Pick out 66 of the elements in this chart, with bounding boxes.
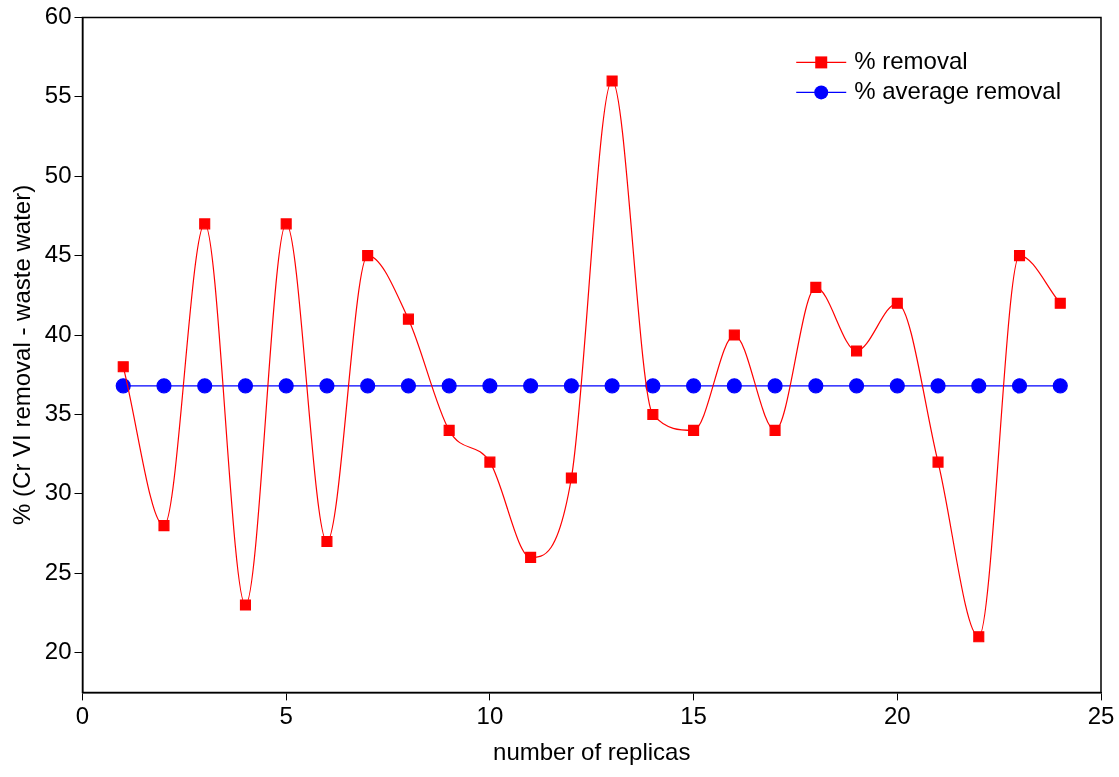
point: [930, 378, 946, 394]
y-tick-label: 60: [44, 2, 72, 30]
x-tick-label: 10: [476, 702, 504, 730]
y-tick-label: 35: [44, 399, 72, 427]
y-tick-label: 25: [44, 557, 72, 585]
x-tick-label: 20: [883, 702, 911, 730]
point: [686, 378, 702, 394]
point: [932, 456, 944, 468]
point: [810, 281, 822, 293]
point: [973, 631, 985, 643]
point: [645, 378, 661, 394]
point: [606, 75, 618, 87]
point: [523, 378, 539, 394]
y-tick-label: 40: [44, 319, 72, 347]
point: [563, 378, 579, 394]
point: [278, 378, 294, 394]
x-tick-label: 0: [75, 702, 90, 730]
point: [197, 378, 213, 394]
y-tick-label: 45: [44, 240, 72, 268]
point: [362, 250, 374, 262]
point: [117, 361, 129, 373]
point: [482, 378, 498, 394]
point: [1011, 378, 1028, 394]
point: [1052, 378, 1068, 394]
point: [402, 313, 414, 325]
legend-label: % average removal: [854, 77, 1061, 105]
point: [484, 456, 496, 468]
point: [443, 424, 455, 436]
point: [321, 535, 333, 548]
point: [525, 551, 537, 563]
point: [889, 378, 905, 394]
point: [280, 218, 292, 230]
point: [851, 345, 863, 357]
y-tick-label: 50: [44, 160, 72, 188]
point: [1013, 250, 1026, 262]
point: [728, 329, 740, 341]
point: [441, 378, 457, 394]
point: [647, 408, 659, 421]
point: [769, 424, 781, 436]
point: [319, 378, 335, 394]
y-axis-title: % (Cr VI removal - waste water): [8, 184, 36, 525]
y-tick-label: 55: [44, 81, 72, 109]
point: [239, 599, 252, 611]
point: [891, 297, 903, 309]
x-tick-label: 15: [680, 702, 707, 730]
x-tick-label: 5: [279, 702, 293, 730]
x-axis-title: number of replicas: [493, 738, 691, 766]
point: [848, 378, 865, 394]
point: [1054, 297, 1066, 309]
point: [400, 378, 417, 394]
point: [158, 520, 170, 532]
point: [767, 378, 783, 394]
point: [565, 472, 577, 484]
point: [199, 218, 211, 230]
legend-label: % removal: [854, 47, 968, 75]
point: [360, 378, 376, 394]
point: [808, 378, 824, 394]
point: [604, 378, 620, 394]
point: [726, 378, 742, 394]
point: [156, 378, 172, 394]
x-tick-label: 25: [1087, 702, 1115, 730]
point: [688, 424, 700, 436]
y-tick-label: 30: [44, 478, 72, 506]
y-tick-label: 20: [44, 637, 72, 665]
point: [971, 378, 987, 394]
point: [237, 378, 254, 394]
